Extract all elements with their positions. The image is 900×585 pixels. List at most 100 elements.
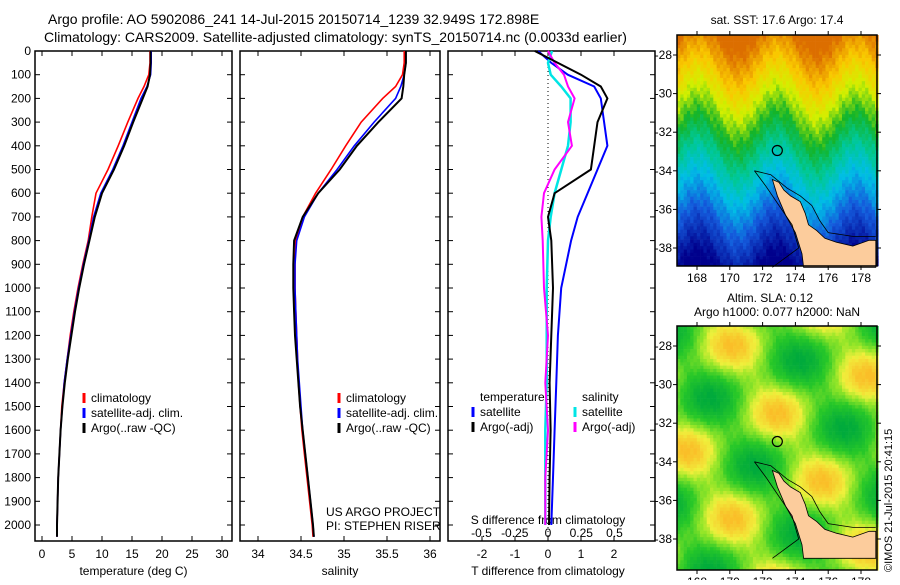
map-cell [697, 220, 701, 224]
map-cell [760, 256, 764, 260]
map-cell [746, 141, 750, 145]
map-cell [707, 131, 711, 135]
x-tick-label: 35.5 [375, 547, 399, 561]
map-cell [829, 203, 833, 207]
map-cell [842, 190, 846, 194]
map-cell [753, 259, 757, 263]
map-cell [720, 68, 724, 72]
map-cell [809, 104, 813, 108]
map-cell [793, 157, 797, 161]
map-cell [736, 240, 740, 244]
map-cell [862, 190, 866, 194]
map-cell [753, 200, 757, 204]
map-cell [793, 85, 797, 89]
map-cell [796, 61, 800, 65]
map-cell [783, 141, 787, 145]
map-cell [690, 167, 694, 171]
map-cell [779, 114, 783, 118]
map-cell [760, 104, 764, 108]
map-cell [842, 147, 846, 151]
map-cell [793, 38, 797, 42]
map-cell [802, 88, 806, 92]
map-cell [773, 243, 777, 247]
map-cell [717, 124, 721, 128]
map-cell [842, 111, 846, 115]
map-cell [839, 118, 843, 122]
map-cell [680, 114, 684, 118]
map-cell [740, 174, 744, 178]
map-cell [746, 333, 750, 337]
map-cell [687, 151, 691, 155]
map-cell [849, 207, 853, 211]
map-cell [763, 167, 767, 171]
map-cell [786, 134, 790, 138]
map-cell [727, 180, 731, 184]
map-cell [809, 91, 813, 95]
map-cell [700, 233, 704, 237]
map-cell [793, 58, 797, 62]
map-cell [822, 91, 826, 95]
map-cell [872, 55, 876, 59]
legend-label: satellite-adj. clim. [346, 406, 438, 420]
map-cell [723, 108, 727, 112]
map-cell [720, 104, 724, 108]
map-cell [680, 61, 684, 65]
map-cell [700, 333, 704, 337]
map-cell [710, 230, 714, 234]
map-cell [717, 200, 721, 204]
map-cell [750, 157, 754, 161]
map-cell [769, 144, 773, 148]
map-cell [684, 167, 688, 171]
map-cell [816, 114, 820, 118]
map-cell [697, 187, 701, 191]
map-cell [694, 131, 698, 135]
map-cell [753, 180, 757, 184]
map-cell [769, 81, 773, 85]
map-cell [756, 184, 760, 188]
map-cell [845, 131, 849, 135]
map-cell [713, 259, 717, 263]
map-cell [868, 203, 872, 207]
map-cell [783, 71, 787, 75]
map-cell [760, 88, 764, 92]
map-cell [697, 114, 701, 118]
map-cell [756, 68, 760, 72]
map-cell [746, 346, 750, 350]
map-cell [766, 114, 770, 118]
map-cell [687, 217, 691, 221]
map-cell [730, 226, 734, 230]
map-cell [710, 240, 714, 244]
map-cell [690, 68, 694, 72]
map-cell [727, 151, 731, 155]
map-cell [690, 180, 694, 184]
map-cell [694, 223, 698, 227]
map-cell [862, 68, 866, 72]
map-cell [713, 78, 717, 82]
map-cell [730, 151, 734, 155]
map-cell [743, 220, 747, 224]
map-cell [763, 250, 767, 254]
map-cell [763, 118, 767, 122]
map-cell [822, 45, 826, 49]
map-cell [736, 259, 740, 263]
map-cell [802, 124, 806, 128]
map-cell [743, 104, 747, 108]
map-cell [730, 94, 734, 98]
map-cell [680, 339, 684, 343]
map-cell [865, 236, 869, 240]
map-cell [862, 88, 866, 92]
map-cell [713, 339, 717, 343]
map-cell [773, 75, 777, 79]
map-cell [710, 78, 714, 82]
map-cell [723, 101, 727, 105]
map-cell [707, 154, 711, 158]
map-cell [793, 336, 797, 340]
map-cell [763, 233, 767, 237]
map-cell [684, 349, 688, 353]
map-cell [796, 144, 800, 148]
map-cell [865, 134, 869, 138]
map-cell [855, 203, 859, 207]
map-cell [707, 111, 711, 115]
map-cell [760, 197, 764, 201]
map-cell [862, 42, 866, 46]
